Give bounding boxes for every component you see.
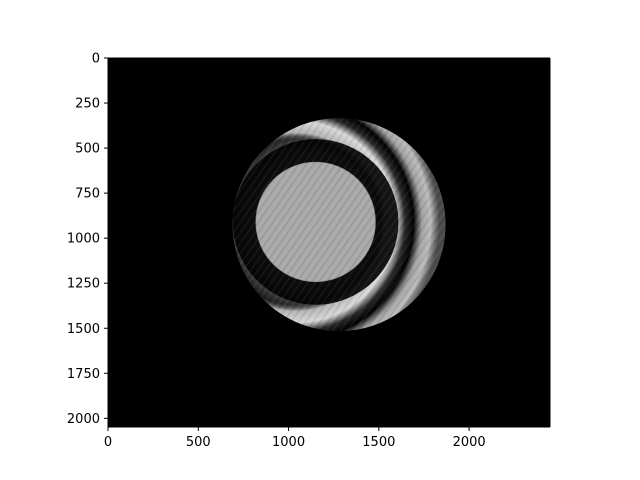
y-tick-label: 500	[75, 142, 100, 157]
y-tick-label: 750	[75, 187, 100, 202]
axes-frame	[107, 57, 551, 428]
x-tick-label: 2000	[453, 435, 486, 450]
x-axis-ticks: 0 500 1000 1500 2000	[104, 427, 486, 450]
y-tick-label: 250	[75, 97, 100, 112]
y-tick-label: 0	[92, 52, 100, 67]
y-tick-label: 2000	[67, 412, 100, 427]
interferogram-aperture	[232, 118, 446, 332]
y-tick-label: 1750	[67, 367, 100, 382]
x-tick-label: 1500	[362, 435, 395, 450]
speckle-texture	[232, 118, 446, 332]
y-tick-label: 1000	[67, 232, 100, 247]
x-tick-label: 500	[186, 435, 211, 450]
x-tick-label: 0	[104, 435, 112, 450]
y-axis-ticks: 0 250 500 750 1000 1250 1500 1750 2000	[67, 52, 108, 427]
y-tick-label: 1250	[67, 277, 100, 292]
plot-area	[108, 58, 550, 427]
x-tick-label: 1000	[272, 435, 305, 450]
y-tick-label: 1500	[67, 322, 100, 337]
